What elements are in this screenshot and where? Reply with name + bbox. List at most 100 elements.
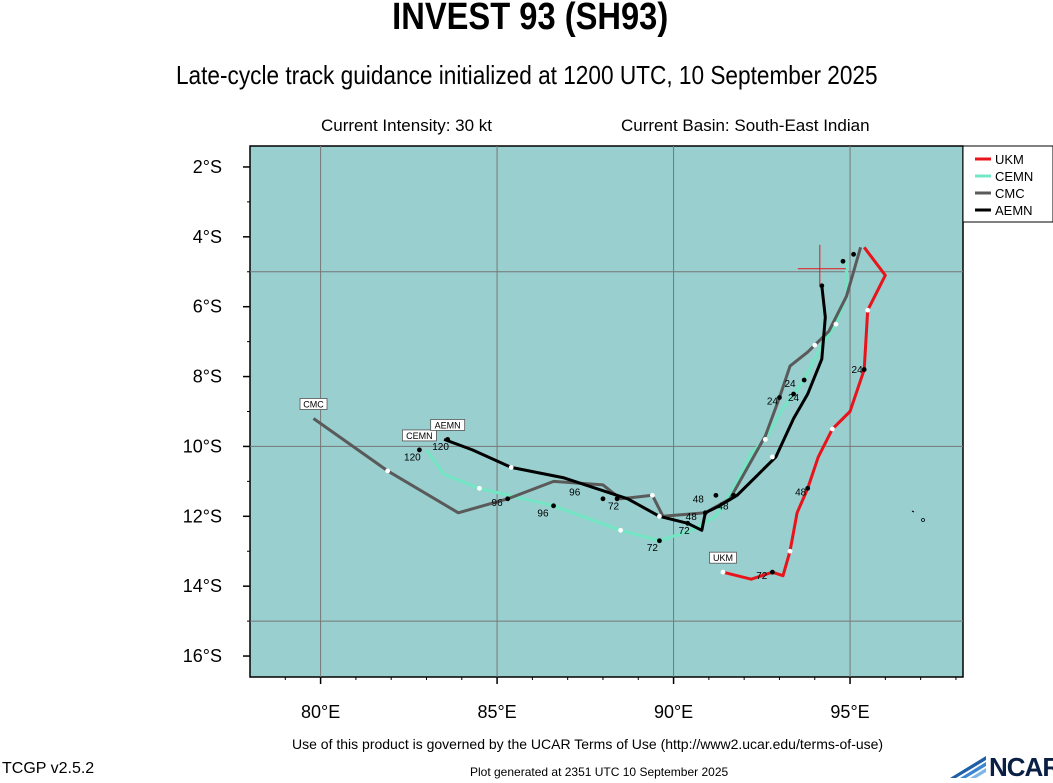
track-marker-aemn xyxy=(508,464,514,470)
forecast-hour-label: 72 xyxy=(756,571,768,582)
track-marker-aemn xyxy=(445,437,451,442)
map-background xyxy=(249,145,964,678)
legend: UKM CEMN CMC AEMN xyxy=(962,145,1053,223)
island xyxy=(911,510,925,522)
forecast-hour-label: 72 xyxy=(647,543,659,554)
legend-label-cmc: CMC xyxy=(995,186,1025,201)
forecast-hour-label: 48 xyxy=(795,487,807,498)
legend-label-aemn: AEMN xyxy=(995,203,1033,218)
track-marker-cmc xyxy=(702,510,708,516)
track-marker-aemn xyxy=(657,513,662,519)
forecast-hour-label: 120 xyxy=(432,442,449,453)
track-marker-cmc xyxy=(649,492,655,498)
lon-tick-label: 95°E xyxy=(830,702,869,722)
forecast-hour-label: 96 xyxy=(492,498,504,509)
track-marker-aemn xyxy=(731,492,736,498)
end-label-box xyxy=(299,398,328,410)
end-label-cemn: CEMN xyxy=(402,429,437,442)
lon-tick-label: 80°E xyxy=(301,702,340,722)
track-marker-cemn xyxy=(477,485,482,491)
track-marker-cemn xyxy=(551,503,556,509)
track-marker-cmc xyxy=(777,395,782,400)
track-marker-ukm xyxy=(787,548,793,554)
end-label-aemn: AEMN xyxy=(430,419,466,431)
track-marker-aemn xyxy=(840,258,846,264)
forecast-hour-label: 48 xyxy=(717,501,729,512)
lat-tick-label: 2°S xyxy=(193,157,222,177)
track-cemn xyxy=(425,261,848,543)
end-label-text: AEMN xyxy=(435,420,461,430)
forecast-hour-label: 24 xyxy=(767,397,779,408)
current-position-cross xyxy=(797,244,846,285)
axis-ticks: 80°E 85°E 90°E 95°E 2°S 4°S 6°S 8°S 10°S 12°S 14°S… xyxy=(183,157,957,722)
lat-tick-label: 4°S xyxy=(193,227,222,247)
forecast-hour-label: 72 xyxy=(679,526,691,537)
plot-generated: Plot generated at 2351 UTC 10 September … xyxy=(470,765,729,779)
page-title: INVEST 93 (SH93) xyxy=(392,0,669,38)
forecast-hour-label: 24 xyxy=(852,365,864,376)
track-marker-cemn xyxy=(618,527,624,533)
current-basin: Current Basin: South-East Indian xyxy=(621,116,870,135)
track-marker-cemn xyxy=(801,377,807,383)
track-marker-cemn xyxy=(417,447,422,453)
track-marker-cemn xyxy=(657,538,662,544)
track-marker-cmc xyxy=(385,468,391,474)
track-marker-ukm xyxy=(861,367,867,372)
track-aemn xyxy=(443,285,827,532)
track-marker-aemn xyxy=(812,342,818,348)
lon-tick-label: 85°E xyxy=(477,702,516,722)
current-intensity: Current Intensity: 30 kt xyxy=(321,116,493,135)
end-label-ukm: UKM xyxy=(709,551,737,564)
track-marker-ukm xyxy=(720,569,726,575)
end-label-text: CMC xyxy=(303,399,324,409)
track-marker-ukm xyxy=(865,307,871,313)
forecast-hour-labels: 24 24 24 24 48 48 48 48 72 72 72 72 96 96 96 120 120 xyxy=(404,365,863,582)
track-marker-ukm xyxy=(805,485,811,491)
ncar-logo-mark-icon xyxy=(950,756,986,778)
end-label-text: CEMN xyxy=(406,431,433,441)
track-markers xyxy=(385,251,871,575)
forecast-hour-label: 24 xyxy=(784,379,796,390)
track-marker-cmc xyxy=(600,496,606,502)
forecast-hour-label: 72 xyxy=(608,501,620,512)
ncar-logo-text: NCAR xyxy=(989,752,1053,782)
legend-label-ukm: UKM xyxy=(995,152,1024,167)
track-marker-ukm xyxy=(830,426,835,432)
track-marker-ukm xyxy=(769,569,775,575)
page-subtitle: Late-cycle track guidance initialized at… xyxy=(175,60,878,90)
forecast-hour-label: 96 xyxy=(569,487,581,498)
end-label-box xyxy=(402,429,437,442)
track-marker-aemn xyxy=(614,496,620,502)
track-marker-cemn xyxy=(833,321,839,327)
end-label-cmc: CMC xyxy=(299,398,328,410)
forecast-hour-label: 48 xyxy=(693,494,705,505)
lat-tick-label: 16°S xyxy=(183,646,222,666)
end-label-box xyxy=(709,551,737,564)
end-label-text: UKM xyxy=(713,553,733,563)
track-marker-cmc xyxy=(851,251,856,257)
track-marker-cemn xyxy=(713,492,719,498)
track-cmc xyxy=(312,246,863,518)
track-end-labels: UKM CEMN CMC AEMN xyxy=(299,398,737,564)
track-marker-aemn xyxy=(819,283,825,289)
track-marker-cemn xyxy=(762,437,768,442)
track-marker-aemn xyxy=(769,454,775,460)
forecast-hour-label: 24 xyxy=(788,393,800,404)
end-label-box xyxy=(430,419,466,431)
forecast-hour-label: 48 xyxy=(686,512,698,523)
lat-tick-label: 14°S xyxy=(183,576,222,596)
lat-tick-label: 10°S xyxy=(183,436,222,456)
track-marker-aemn xyxy=(685,520,691,526)
lat-tick-label: 6°S xyxy=(193,297,222,317)
lat-tick-label: 12°S xyxy=(183,506,222,526)
lon-tick-label: 90°E xyxy=(654,702,693,722)
lat-tick-label: 8°S xyxy=(193,367,222,387)
ncar-logo: NCAR xyxy=(948,750,1053,782)
forecast-hour-label: 120 xyxy=(404,452,421,463)
legend-label-cemn: CEMN xyxy=(995,169,1033,184)
terms-of-use: Use of this product is governed by the U… xyxy=(292,736,884,752)
forecast-hour-label: 96 xyxy=(537,508,549,519)
track-marker-cmc xyxy=(505,496,511,502)
track-marker-aemn xyxy=(791,391,796,397)
